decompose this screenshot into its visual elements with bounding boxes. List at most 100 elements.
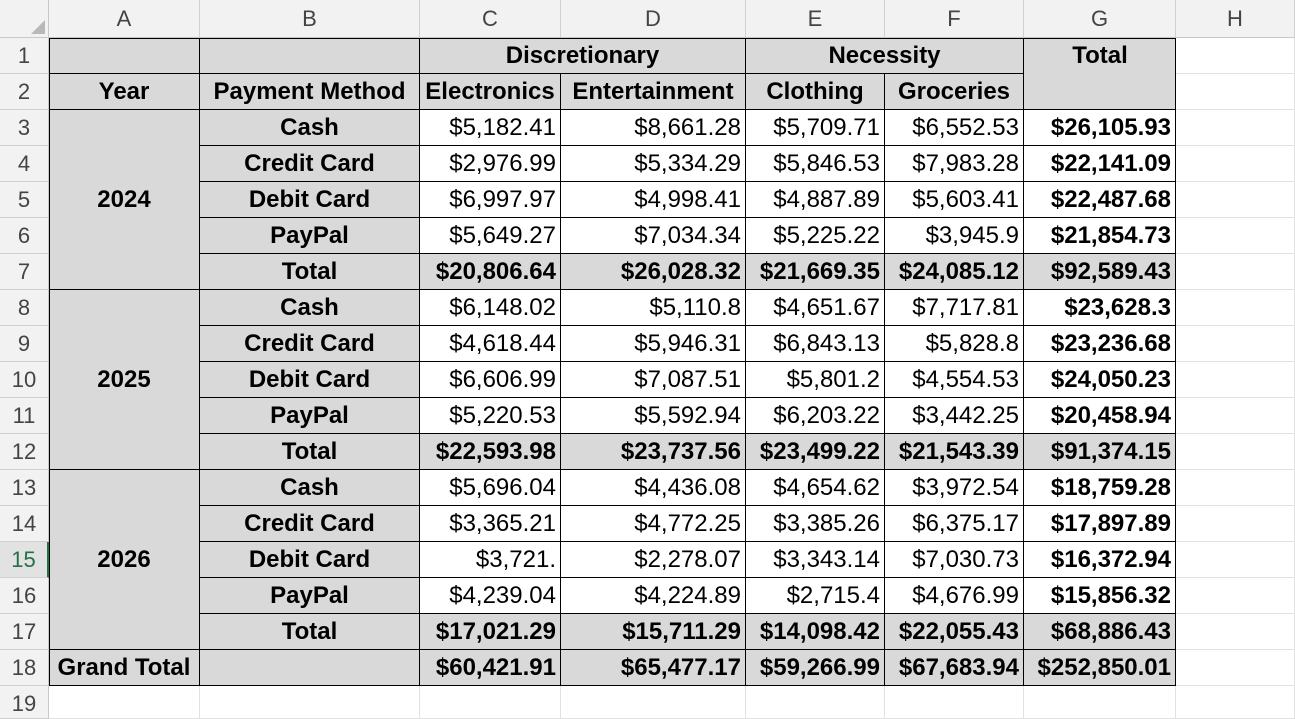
value-clothing[interactable]: $6,843.13 [746,326,885,362]
value-groceries[interactable]: $4,554.53 [885,362,1024,398]
value-entertainment[interactable]: $4,436.08 [561,470,746,506]
cell-g19[interactable] [1024,686,1176,719]
row-total[interactable]: $21,854.73 [1024,218,1176,254]
select-all-corner[interactable] [0,0,49,38]
row-header-6[interactable]: 6 [0,218,49,254]
value-clothing[interactable]: $4,651.67 [746,290,885,326]
value-clothing[interactable]: $5,225.22 [746,218,885,254]
row-header-5[interactable]: 5 [0,182,49,218]
value-entertainment[interactable]: $2,278.07 [561,542,746,578]
value-clothing[interactable]: $5,801.2 [746,362,885,398]
header-total[interactable]: Total [1072,42,1128,69]
subtotal-label[interactable]: Total [200,254,420,290]
row-header-8[interactable]: 8 [0,290,49,326]
row-header-11[interactable]: 11 [0,398,49,434]
header-discretionary[interactable]: Discretionary [420,38,746,74]
value-groceries[interactable]: $5,828.8 [885,326,1024,362]
cell-h1[interactable] [1176,38,1295,74]
value-entertainment[interactable]: $4,224.89 [561,578,746,614]
cell-h6[interactable] [1176,218,1295,254]
cell-a19[interactable] [49,686,200,719]
value-electronics[interactable]: $5,182.41 [420,110,561,146]
value-electronics[interactable]: $5,696.04 [420,470,561,506]
value-groceries[interactable]: $6,375.17 [885,506,1024,542]
subtotal-groceries[interactable]: $21,543.39 [885,434,1024,470]
row-total[interactable]: $17,897.89 [1024,506,1176,542]
cell-h14[interactable] [1176,506,1295,542]
column-header-c[interactable]: C [420,0,561,38]
row-header-10[interactable]: 10 [0,362,49,398]
cell-h19[interactable] [1176,686,1295,719]
cell-h7[interactable] [1176,254,1295,290]
row-header-1[interactable]: 1 [0,38,49,74]
row-total[interactable]: $22,141.09 [1024,146,1176,182]
value-electronics[interactable]: $3,365.21 [420,506,561,542]
column-header-a[interactable]: A [49,0,200,38]
column-header-e[interactable]: E [746,0,885,38]
value-electronics[interactable]: $3,721. [420,542,561,578]
value-clothing[interactable]: $4,887.89 [746,182,885,218]
column-header-d[interactable]: D [561,0,746,38]
value-groceries[interactable]: $4,676.99 [885,578,1024,614]
row-total[interactable]: $24,050.23 [1024,362,1176,398]
column-header-b[interactable]: B [200,0,420,38]
value-electronics[interactable]: $2,976.99 [420,146,561,182]
row-header-18[interactable]: 18 [0,650,49,686]
value-electronics[interactable]: $4,618.44 [420,326,561,362]
subtotal-electronics[interactable]: $22,593.98 [420,434,561,470]
value-clothing[interactable]: $5,709.71 [746,110,885,146]
row-total[interactable]: $23,236.68 [1024,326,1176,362]
column-header-f[interactable]: F [885,0,1024,38]
header-clothing[interactable]: Clothing [746,74,885,110]
payment-method-label[interactable]: Credit Card [200,506,420,542]
header-total-block[interactable] [1024,38,1176,110]
row-header-13[interactable]: 13 [0,470,49,506]
row-total[interactable]: $20,458.94 [1024,398,1176,434]
header-year[interactable]: Year [49,74,200,110]
row-header-4[interactable]: 4 [0,146,49,182]
grand-total-total[interactable]: $252,850.01 [1024,650,1176,686]
header-blank-b1[interactable] [200,38,420,74]
subtotal-label[interactable]: Total [200,614,420,650]
cell-h8[interactable] [1176,290,1295,326]
value-groceries[interactable]: $3,945.9 [885,218,1024,254]
column-header-g[interactable]: G [1024,0,1176,38]
header-necessity[interactable]: Necessity [746,38,1024,74]
value-entertainment[interactable]: $5,592.94 [561,398,746,434]
subtotal-total[interactable]: $91,374.15 [1024,434,1176,470]
year-2024[interactable]: 2024 [49,110,200,290]
row-total[interactable]: $16,372.94 [1024,542,1176,578]
cell-c19[interactable] [420,686,561,719]
value-clothing[interactable]: $4,654.62 [746,470,885,506]
payment-method-label[interactable]: PayPal [200,218,420,254]
grand-total-blank[interactable] [200,650,420,686]
value-entertainment[interactable]: $5,334.29 [561,146,746,182]
payment-method-label[interactable]: Cash [200,110,420,146]
cell-h15[interactable] [1176,542,1295,578]
cell-h13[interactable] [1176,470,1295,506]
value-entertainment[interactable]: $8,661.28 [561,110,746,146]
cell-d19[interactable] [561,686,746,719]
subtotal-clothing[interactable]: $23,499.22 [746,434,885,470]
payment-method-label[interactable]: Cash [200,470,420,506]
cell-h9[interactable] [1176,326,1295,362]
grand-total-entertainment[interactable]: $65,477.17 [561,650,746,686]
subtotal-clothing[interactable]: $21,669.35 [746,254,885,290]
subtotal-clothing[interactable]: $14,098.42 [746,614,885,650]
row-total[interactable]: $15,856.32 [1024,578,1176,614]
value-clothing[interactable]: $3,385.26 [746,506,885,542]
value-electronics[interactable]: $6,606.99 [420,362,561,398]
payment-method-label[interactable]: Debit Card [200,182,420,218]
cell-h17[interactable] [1176,614,1295,650]
cell-h12[interactable] [1176,434,1295,470]
value-groceries[interactable]: $5,603.41 [885,182,1024,218]
row-header-16[interactable]: 16 [0,578,49,614]
cell-h2[interactable] [1176,74,1295,110]
payment-method-label[interactable]: Credit Card [200,146,420,182]
cell-h10[interactable] [1176,362,1295,398]
row-header-19[interactable]: 19 [0,686,49,719]
header-payment-method[interactable]: Payment Method [200,74,420,110]
grand-total-groceries[interactable]: $67,683.94 [885,650,1024,686]
value-electronics[interactable]: $6,997.97 [420,182,561,218]
cell-h16[interactable] [1176,578,1295,614]
